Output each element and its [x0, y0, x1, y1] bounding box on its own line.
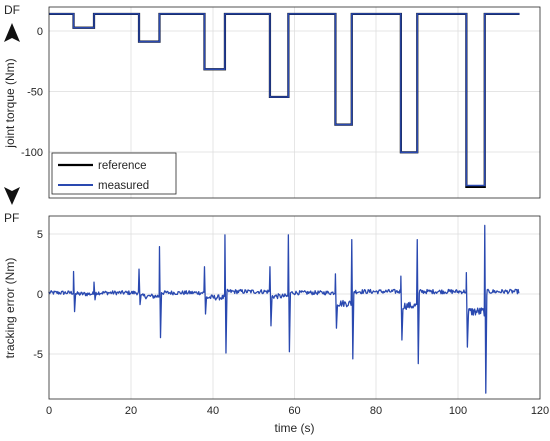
x-tick-label: 0	[46, 405, 52, 417]
plantarflexion-arrow-icon	[4, 187, 20, 205]
x-tick-label: 40	[207, 405, 219, 417]
legend: reference measured	[51, 152, 177, 195]
top-ytick-label: 0	[37, 26, 43, 38]
dorsiflexion-label: DF	[4, 3, 20, 17]
x-tick-label: 60	[288, 405, 300, 417]
series-measured-line	[49, 13, 520, 187]
top-axes-frame	[48, 6, 541, 199]
bottom-y-axis-label: tracking error (Nm)	[3, 258, 17, 359]
x-tick-label: 80	[370, 405, 382, 417]
legend-measured-label: measured	[98, 180, 149, 192]
legend-reference-label: reference	[98, 160, 147, 172]
top-panel: 0 -50 -100 joint torque (Nm) reference m…	[3, 6, 541, 199]
top-grid	[49, 7, 540, 198]
bottom-axes-frame	[48, 215, 541, 400]
bottom-ytick-label: -5	[33, 349, 43, 361]
top-ytick-label: -100	[21, 147, 43, 159]
bottom-ytick-label: 0	[37, 289, 43, 301]
top-y-axis-label: joint torque (Nm)	[3, 58, 17, 148]
series-tracking-error-line	[48, 224, 520, 394]
bottom-panel: 5 0 -5 tracking error (Nm) 0 20 40 60 80…	[3, 215, 549, 435]
bottom-ytick-label: 5	[37, 229, 43, 241]
x-axis-label: time (s)	[275, 421, 315, 435]
x-tick-label: 100	[449, 405, 467, 417]
plantarflexion-label: PF	[4, 211, 19, 225]
legend-box	[51, 152, 177, 195]
top-ytick-label: -50	[27, 87, 43, 99]
x-tick-label: 20	[125, 405, 137, 417]
dorsiflexion-arrow-icon	[4, 23, 20, 42]
bottom-grid	[49, 216, 540, 399]
x-tick-label: 120	[531, 405, 549, 417]
